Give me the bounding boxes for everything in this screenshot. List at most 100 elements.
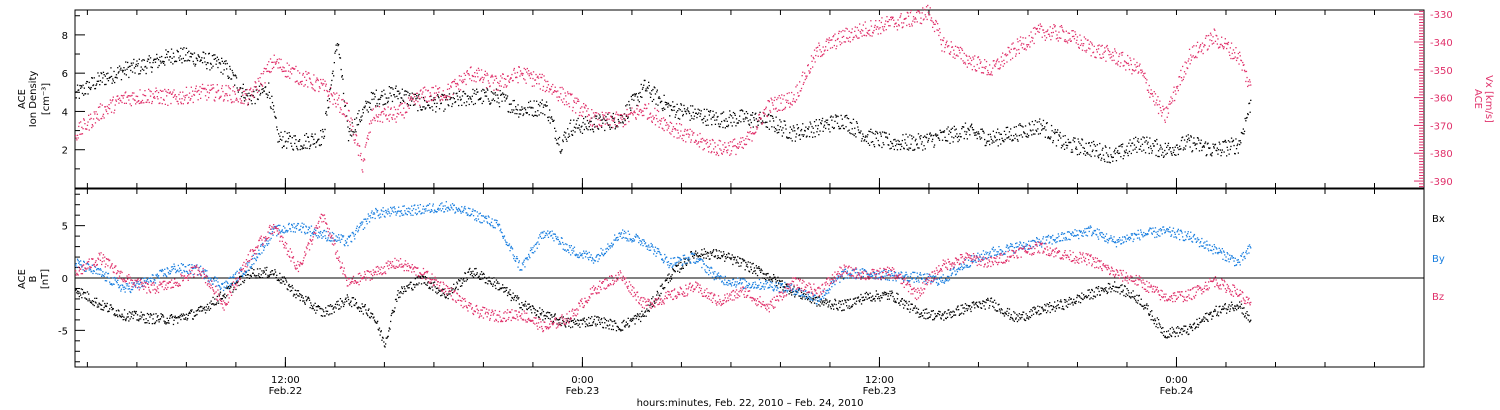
vx-point (699, 132, 701, 135)
vx-point (493, 89, 495, 91)
vx-point (1027, 44, 1029, 46)
vx-point (253, 86, 256, 88)
ion-density-point (619, 114, 621, 117)
ion-density-point (1128, 150, 1131, 153)
bx-point (264, 267, 266, 269)
vx-point (130, 105, 132, 107)
vx-point (464, 74, 467, 76)
bx-point (474, 268, 476, 270)
ion-density-point (227, 77, 230, 79)
ion-density-point (228, 76, 230, 79)
vx-point (1021, 42, 1023, 45)
ion-density-point (574, 131, 576, 133)
vx-point (433, 92, 436, 94)
ion-density-point (614, 128, 616, 130)
vx-point (940, 43, 942, 46)
vx-point (525, 82, 527, 84)
bx-point (397, 290, 399, 292)
ion-density-point (1090, 155, 1092, 158)
bx-point (509, 289, 511, 291)
ion-density-point (262, 88, 264, 90)
ion-density-point (1054, 132, 1056, 135)
ion-density-point (184, 60, 186, 62)
ion-density-point (1073, 141, 1076, 143)
vx-point (459, 79, 461, 81)
ion-density-point (714, 119, 716, 121)
vx-point (441, 98, 443, 100)
bx-point (498, 289, 501, 291)
vx-point (270, 71, 272, 73)
vx-point (1107, 48, 1109, 50)
vx-point (1241, 69, 1243, 71)
bx-point (81, 297, 83, 299)
ion-density-point (1040, 123, 1042, 125)
ion-density-point (765, 126, 767, 128)
ion-density-point (691, 117, 693, 120)
vx-point (510, 77, 512, 79)
bx-point (274, 271, 277, 273)
ion-density-point (984, 144, 986, 147)
ion-density-point (129, 65, 131, 67)
vx-point (498, 82, 500, 85)
ion-density-point (966, 131, 968, 133)
vx-point (679, 135, 681, 137)
vx-point (129, 103, 131, 105)
vx-point (251, 91, 253, 93)
vx-point (755, 125, 757, 128)
ion-density-point (278, 133, 280, 135)
vx-point (1243, 64, 1245, 66)
vx-point (1045, 31, 1047, 33)
bx-point (401, 287, 403, 290)
bx-point (664, 287, 666, 289)
ion-density-point (226, 68, 228, 70)
ion-density-point (600, 119, 602, 121)
ion-density-point (307, 136, 309, 138)
bx-point (488, 276, 490, 278)
vx-point (597, 118, 599, 121)
ion-density-point (951, 127, 954, 129)
vx-point (618, 122, 620, 124)
vx-point (821, 55, 823, 57)
vx-point (761, 123, 763, 125)
vx-point (292, 67, 295, 70)
vx-point (640, 108, 642, 111)
ion-density-point (372, 92, 374, 94)
vx-point (1235, 47, 1237, 49)
ion-density-point (186, 60, 188, 62)
ion-density-point (857, 126, 859, 128)
ion-density-point (181, 62, 183, 64)
ion-density-point (607, 113, 609, 115)
vx-point (829, 47, 832, 49)
bx-point (672, 268, 674, 270)
vx-point (130, 95, 132, 97)
vx-point (911, 25, 913, 27)
ion-density-point (587, 129, 589, 131)
vx-point (634, 112, 636, 114)
vx-point (694, 141, 696, 143)
vx-point (542, 89, 544, 91)
bx-point (559, 324, 561, 326)
ion-density-point (1062, 145, 1064, 147)
bx-point (394, 307, 396, 309)
bx-point (113, 314, 115, 316)
ion-density-point (125, 61, 127, 63)
ion-density-point (1053, 131, 1055, 133)
vx-point (1180, 77, 1183, 79)
vx-point (1108, 54, 1110, 56)
vx-point (277, 67, 279, 69)
vx-point (287, 75, 289, 78)
vx-point (1075, 33, 1077, 36)
vx-point (226, 93, 228, 95)
vx-point (399, 104, 401, 106)
vx-point (492, 76, 494, 78)
vx-point (1137, 72, 1139, 74)
ion-density-point (899, 148, 902, 151)
vx-point (138, 102, 140, 105)
bx-point (168, 322, 170, 324)
vx-point (849, 36, 851, 38)
ion-density-point (478, 98, 480, 101)
ion-density-point (991, 142, 993, 144)
ion-density-point (392, 88, 394, 90)
vx-point (1063, 40, 1066, 42)
vx-point (584, 107, 586, 109)
